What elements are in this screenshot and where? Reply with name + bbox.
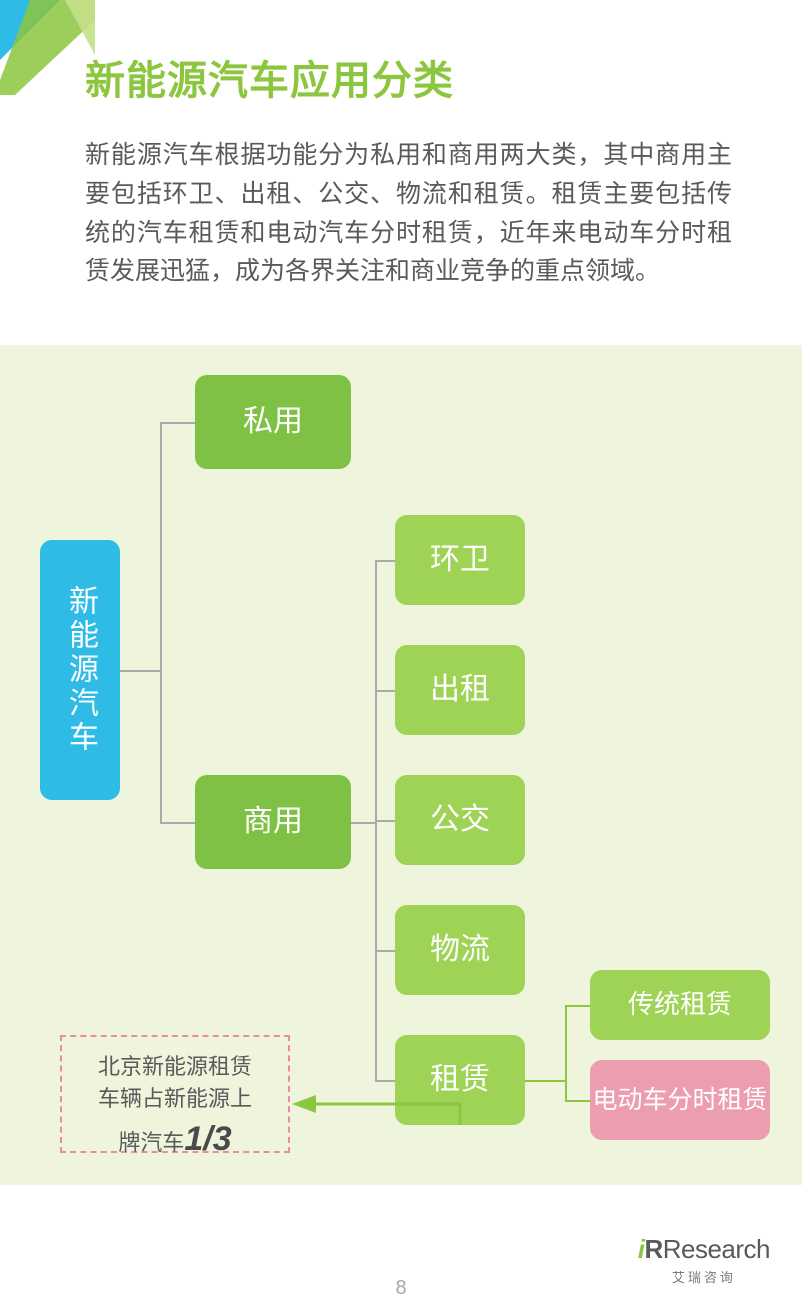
tree-l1-1: 商用 bbox=[195, 775, 351, 869]
tree-l1-0: 私用 bbox=[195, 375, 351, 469]
tree-l2-4: 租赁 bbox=[395, 1035, 525, 1125]
intro-paragraph: 新能源汽车根据功能分为私用和商用两大类，其中商用主要包括环卫、出租、公交、物流和… bbox=[0, 126, 802, 313]
tree-l2-3: 物流 bbox=[395, 905, 525, 995]
logo-text: Research bbox=[663, 1234, 770, 1264]
tree-l2-2: 公交 bbox=[395, 775, 525, 865]
tree-l2-1: 出租 bbox=[395, 645, 525, 735]
logo-main: iRResearch bbox=[638, 1234, 770, 1265]
callout-box: 北京新能源租赁车辆占新能源上牌汽车1/3 bbox=[60, 1035, 290, 1153]
tree-root: 新能源汽车 bbox=[40, 540, 120, 800]
tree-l2-0: 环卫 bbox=[395, 515, 525, 605]
corner-decoration bbox=[0, 0, 95, 95]
logo: iRResearch 艾瑞咨询 bbox=[638, 1234, 770, 1286]
tree-diagram: 新能源汽车私用商用 环卫出租公交物流租赁传统租赁电动车分时租赁 北京新能源租赁车辆占… bbox=[0, 345, 802, 1185]
tree-l3-1: 电动车分时租赁 bbox=[590, 1060, 770, 1140]
tree-l3-0: 传统租赁 bbox=[590, 970, 770, 1040]
header: 新能源汽车应用分类 bbox=[0, 0, 802, 126]
page-title: 新能源汽车应用分类 bbox=[85, 48, 732, 106]
logo-sub: 艾瑞咨询 bbox=[638, 1267, 770, 1286]
